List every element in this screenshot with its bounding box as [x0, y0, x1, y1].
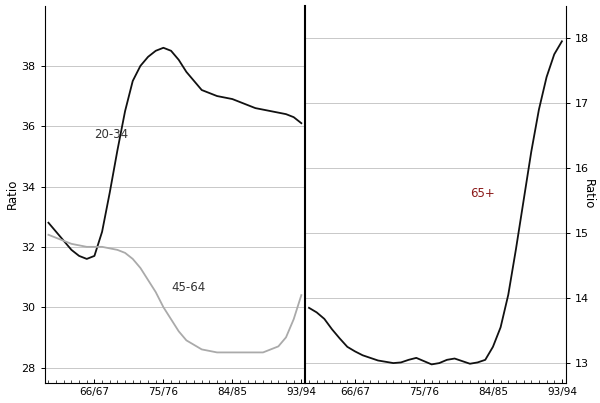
Y-axis label: Ratio: Ratio	[581, 179, 595, 209]
Text: 45-64: 45-64	[171, 280, 205, 294]
Text: 65+: 65+	[470, 187, 494, 200]
Y-axis label: Ratio: Ratio	[5, 179, 19, 209]
Text: 20-34: 20-34	[94, 128, 128, 141]
